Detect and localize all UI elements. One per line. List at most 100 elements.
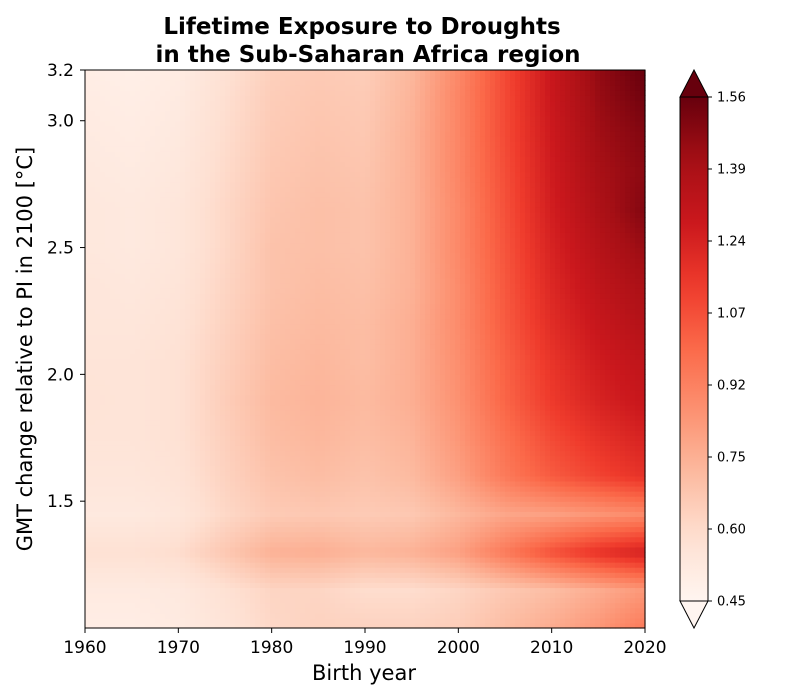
heatmap-cell (560, 541, 566, 548)
heatmap-cell (405, 506, 411, 512)
heatmap-cell (115, 491, 121, 497)
heatmap-cell (210, 470, 216, 477)
heatmap-cell (460, 409, 466, 416)
heatmap-cell (255, 501, 261, 507)
heatmap-cell (245, 440, 251, 446)
heatmap-cell (555, 516, 561, 523)
heatmap-cell (100, 475, 106, 482)
heatmap-cell (295, 475, 301, 482)
heatmap-cell (210, 562, 216, 568)
heatmap-cell (375, 491, 381, 497)
heatmap-cell (255, 577, 261, 583)
heatmap-cell (125, 450, 131, 457)
heatmap-cell (575, 404, 581, 411)
heatmap-cell (375, 501, 381, 507)
heatmap-cell (315, 491, 321, 497)
heatmap-cell (295, 582, 301, 589)
heatmap-cell (160, 597, 166, 604)
heatmap-cell (210, 414, 216, 421)
heatmap-cell (380, 617, 386, 624)
heatmap-cell (380, 409, 386, 416)
heatmap-cell (240, 587, 246, 594)
heatmap-cell (560, 617, 566, 624)
heatmap-cell (575, 480, 581, 487)
heatmap-cell (150, 404, 156, 411)
heatmap-cell (135, 536, 141, 543)
heatmap-cell (335, 526, 341, 533)
heatmap-cell (545, 460, 551, 467)
heatmap-cell (395, 485, 401, 492)
heatmap-cell (385, 562, 391, 568)
heatmap-cell (110, 414, 116, 421)
heatmap-cell (200, 501, 206, 507)
heatmap-cell (605, 501, 611, 507)
heatmap-cell (170, 567, 176, 573)
heatmap-cell (120, 562, 126, 568)
heatmap-cell (585, 551, 591, 558)
heatmap-cell (515, 485, 521, 492)
heatmap-cell (225, 572, 231, 578)
heatmap-cell (340, 465, 346, 472)
heatmap-cell (430, 470, 436, 477)
heatmap-cell (350, 414, 356, 421)
heatmap-cell (215, 541, 221, 548)
heatmap-cell (105, 470, 111, 477)
heatmap-cell (535, 440, 541, 446)
heatmap-cell (375, 597, 381, 604)
heatmap-cell (115, 399, 121, 406)
heatmap-cell (455, 587, 461, 594)
heatmap-cell (145, 425, 151, 431)
heatmap-cell (590, 470, 596, 477)
heatmap-cell (330, 501, 336, 507)
heatmap-cell (300, 414, 306, 421)
heatmap-cell (595, 450, 601, 457)
heatmap-cell (315, 409, 321, 416)
heatmap-cell (95, 551, 101, 558)
heatmap-cell (100, 526, 106, 533)
heatmap-cell (255, 475, 261, 482)
heatmap-cell (445, 536, 451, 543)
heatmap-cell (165, 622, 171, 629)
heatmap-cell (640, 577, 646, 583)
heatmap-cell (250, 551, 256, 558)
heatmap-cell (445, 435, 451, 441)
heatmap-cell (570, 582, 576, 589)
heatmap-cell (575, 577, 581, 583)
heatmap-cell (335, 420, 341, 426)
heatmap-cell (230, 536, 236, 543)
heatmap-cell (485, 521, 491, 528)
heatmap-cell (135, 399, 141, 406)
heatmap-cell (190, 475, 196, 482)
heatmap-cell (340, 521, 346, 528)
heatmap-cell (370, 577, 376, 583)
heatmap-cell (195, 546, 201, 553)
heatmap-cell (415, 430, 421, 436)
heatmap-cell (435, 460, 441, 467)
heatmap-cell (200, 399, 206, 406)
heatmap-cell (405, 404, 411, 411)
heatmap-cell (580, 541, 586, 548)
heatmap-cell (335, 531, 341, 538)
heatmap-cell (400, 582, 406, 589)
heatmap-cell (610, 612, 616, 619)
heatmap-cell (450, 541, 456, 548)
heatmap-cell (340, 430, 346, 436)
heatmap-cell (90, 511, 96, 517)
heatmap-cell (535, 465, 541, 472)
heatmap-cell (370, 511, 376, 517)
heatmap-cell (100, 470, 106, 477)
heatmap-cell (120, 480, 126, 487)
heatmap-cell (100, 501, 106, 507)
heatmap-cell (350, 567, 356, 573)
heatmap-cell (210, 556, 216, 563)
heatmap-cell (400, 420, 406, 426)
heatmap-cell (410, 612, 416, 619)
heatmap-cell (415, 582, 421, 589)
heatmap-cell (310, 526, 316, 533)
heatmap-cell (135, 567, 141, 573)
heatmap-cell (355, 516, 361, 523)
heatmap-cell (155, 445, 161, 452)
heatmap-cell (555, 612, 561, 619)
heatmap-cell (300, 491, 306, 497)
heatmap-cell (430, 516, 436, 523)
